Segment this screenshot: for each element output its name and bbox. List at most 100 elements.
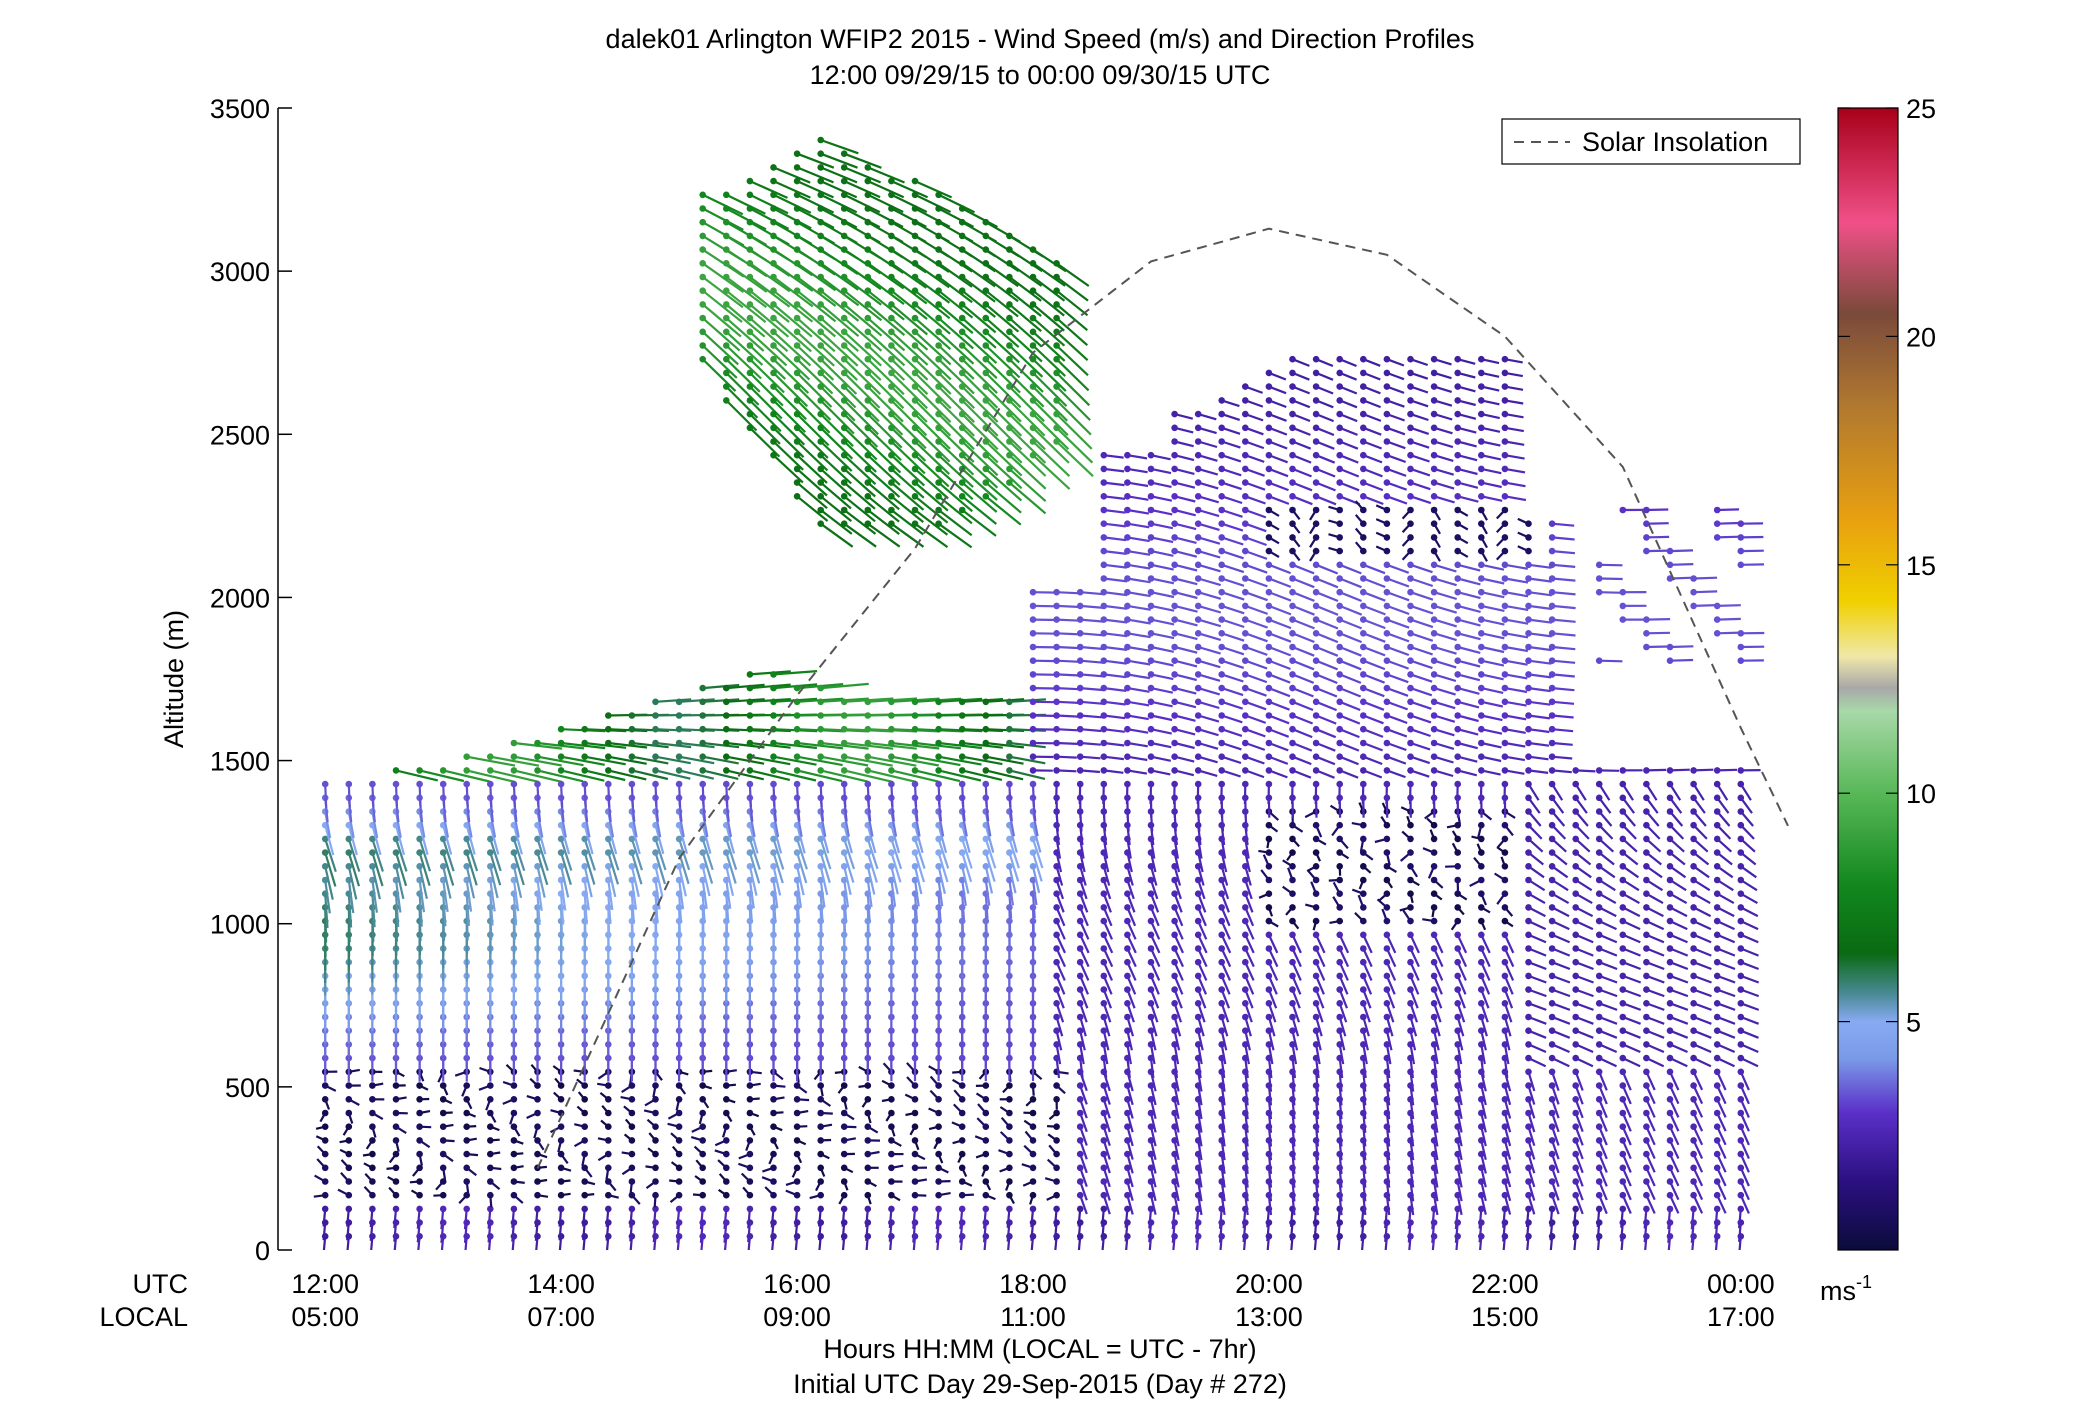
wind-barb-origin bbox=[1242, 780, 1249, 788]
wind-barb-origin bbox=[321, 863, 329, 870]
wind-barb-origin bbox=[463, 753, 471, 760]
wind-barb-origin bbox=[982, 273, 990, 281]
wind-barb bbox=[843, 893, 848, 921]
wind-barb bbox=[1055, 1016, 1064, 1037]
wind-barb bbox=[1008, 248, 1043, 273]
wind-barb-origin bbox=[982, 314, 990, 322]
wind-barb-origin bbox=[982, 1150, 990, 1158]
wind-barb bbox=[937, 289, 974, 319]
wind-barb bbox=[959, 1236, 964, 1250]
wind-barb bbox=[914, 481, 949, 512]
wind-barb bbox=[1386, 618, 1410, 629]
wind-barb-origin bbox=[699, 1164, 706, 1172]
wind-barb bbox=[1056, 632, 1081, 636]
wind-barb-origin bbox=[982, 451, 990, 459]
wind-barb bbox=[890, 193, 928, 213]
wind-barb-origin bbox=[840, 301, 848, 308]
wind-barb bbox=[866, 784, 870, 808]
wind-barb-origin bbox=[392, 1096, 400, 1103]
wind-barb bbox=[1244, 1099, 1249, 1120]
wind-barb-origin bbox=[1124, 780, 1131, 788]
wind-barb-origin bbox=[652, 1191, 659, 1199]
wind-barb-origin bbox=[416, 1123, 423, 1130]
wind-barb bbox=[1221, 467, 1242, 477]
wind-barb bbox=[1126, 1099, 1134, 1119]
wind-barb bbox=[985, 372, 1022, 409]
wind-barb bbox=[749, 427, 781, 458]
wind-barb-origin bbox=[1006, 342, 1013, 349]
wind-barb-origin bbox=[982, 438, 990, 445]
wind-barb-origin bbox=[392, 849, 400, 856]
wind-barb-origin bbox=[1076, 602, 1084, 610]
wind-barb bbox=[1008, 824, 1018, 853]
wind-barb bbox=[701, 879, 708, 910]
wind-barb-origin bbox=[746, 383, 754, 390]
wind-barb bbox=[937, 372, 975, 409]
wind-barb bbox=[1173, 934, 1184, 954]
wind-barb bbox=[866, 893, 871, 921]
wind-barb bbox=[843, 289, 883, 322]
wind-barb-origin bbox=[793, 479, 801, 486]
wind-barb-origin bbox=[605, 1150, 612, 1158]
wind-barb bbox=[961, 344, 998, 379]
wind-barb bbox=[796, 440, 829, 472]
wind-barb-origin bbox=[1383, 712, 1391, 719]
wind-barb-origin bbox=[1100, 917, 1108, 925]
wind-barb-origin bbox=[1336, 972, 1343, 980]
wind-barb bbox=[536, 824, 547, 855]
wind-barb-origin bbox=[911, 1123, 919, 1130]
wind-barb-origin bbox=[1383, 588, 1391, 596]
wind-barb-origin bbox=[1312, 410, 1320, 418]
wind-barb-origin bbox=[1336, 1000, 1343, 1007]
wind-barb-origin bbox=[1053, 643, 1060, 651]
wind-barb bbox=[867, 755, 917, 767]
wind-barb-origin bbox=[840, 355, 848, 363]
wind-barb bbox=[464, 1236, 468, 1250]
wind-barb bbox=[796, 893, 800, 922]
wind-barb-origin bbox=[817, 849, 824, 856]
wind-barb-origin bbox=[1076, 958, 1084, 966]
wind-barb bbox=[701, 852, 714, 884]
wind-barb-origin bbox=[770, 273, 777, 281]
wind-barb bbox=[725, 262, 768, 293]
wind-barb-origin bbox=[1006, 863, 1013, 870]
wind-barb-origin bbox=[888, 835, 895, 843]
wind-barb bbox=[1171, 1222, 1176, 1243]
wind-barb-origin bbox=[1171, 451, 1178, 459]
wind-barb-origin bbox=[487, 1137, 494, 1144]
wind-barb bbox=[937, 427, 975, 463]
wind-barb bbox=[1220, 1030, 1228, 1051]
wind-barb bbox=[1126, 989, 1136, 1009]
wind-barb bbox=[1008, 330, 1043, 363]
wind-barb bbox=[914, 193, 952, 213]
wind-barb-origin bbox=[1053, 725, 1060, 733]
wind-barb bbox=[843, 317, 883, 352]
wind-barb-origin bbox=[1029, 780, 1037, 788]
wind-barb-origin bbox=[1194, 1041, 1202, 1048]
wind-barb bbox=[1079, 1057, 1084, 1079]
wind-barb-origin bbox=[1147, 1027, 1155, 1034]
wind-barb-origin bbox=[699, 753, 706, 760]
wind-barb bbox=[1079, 852, 1086, 873]
wind-barb bbox=[1173, 893, 1183, 913]
wind-barb-origin bbox=[840, 1205, 848, 1213]
wind-barb-origin bbox=[1029, 383, 1037, 390]
wind-barb bbox=[1174, 454, 1195, 462]
wind-barb bbox=[347, 866, 358, 900]
wind-barb-origin bbox=[369, 849, 376, 856]
wind-barb bbox=[1055, 838, 1062, 859]
wind-barb bbox=[961, 303, 997, 334]
wind-barb bbox=[1362, 618, 1386, 630]
wind-barb-origin bbox=[1265, 657, 1273, 664]
wind-barb bbox=[1126, 948, 1137, 968]
wind-barb-origin bbox=[1194, 506, 1202, 514]
wind-barb-origin bbox=[1194, 876, 1202, 884]
wind-barb-origin bbox=[1289, 739, 1296, 747]
wind-barb bbox=[937, 907, 941, 934]
wind-barb-origin bbox=[652, 767, 659, 774]
wind-barb-origin bbox=[699, 342, 706, 349]
wind-barb-origin bbox=[605, 1164, 612, 1172]
wind-barb-origin bbox=[557, 753, 565, 760]
wind-barb-origin bbox=[1029, 698, 1037, 706]
wind-barb-origin bbox=[1360, 534, 1367, 541]
